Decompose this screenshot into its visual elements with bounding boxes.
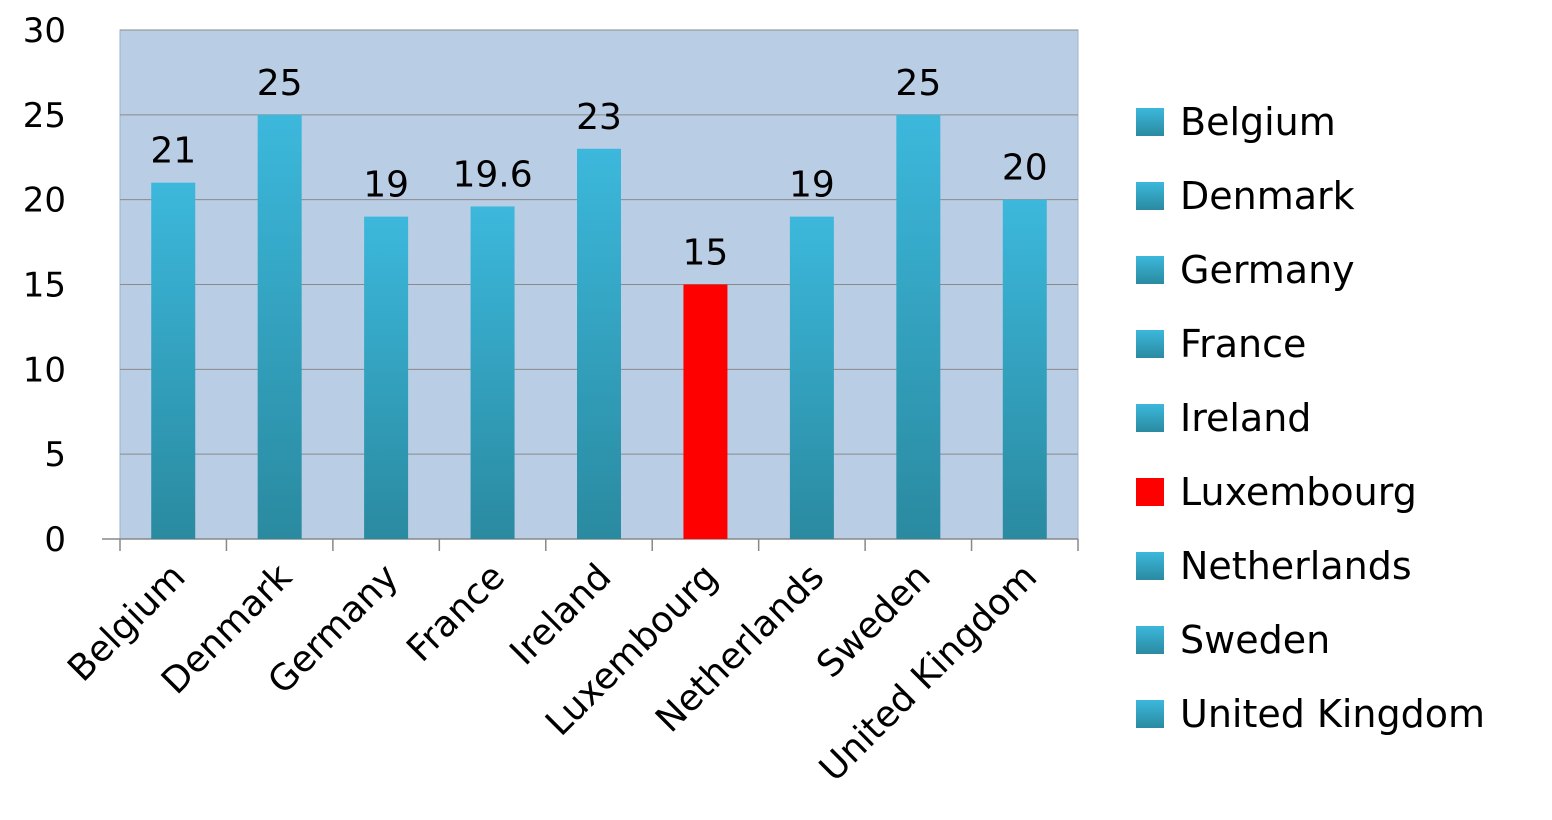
legend-swatch xyxy=(1136,552,1164,580)
y-axis-tick-labels: 0 5 10 15 20 25 30 xyxy=(23,11,66,560)
bar-france xyxy=(470,206,515,539)
bar-sweden xyxy=(896,114,941,539)
y-tick-label: 20 xyxy=(23,181,66,221)
legend-swatch xyxy=(1136,256,1164,284)
bar-luxembourg xyxy=(683,284,728,539)
bar-united-kingdom xyxy=(1002,199,1047,539)
data-label: 21 xyxy=(150,131,196,172)
data-label: 25 xyxy=(895,63,941,104)
legend-label: Ireland xyxy=(1180,396,1311,440)
legend-label: Denmark xyxy=(1180,174,1355,218)
legend-swatch xyxy=(1136,626,1164,654)
x-tick-label: France xyxy=(399,556,513,670)
bar-ireland xyxy=(577,148,621,539)
y-tick-label: 10 xyxy=(23,350,66,390)
legend-swatch xyxy=(1136,108,1164,136)
legend-swatch xyxy=(1136,700,1164,728)
bar-germany xyxy=(364,216,409,539)
y-tick-label: 25 xyxy=(23,96,66,136)
y-tick-label: 0 xyxy=(44,520,66,560)
legend-swatch xyxy=(1136,404,1164,432)
y-tick-label: 30 xyxy=(23,11,66,51)
legend-swatch xyxy=(1136,330,1164,358)
bar-belgium xyxy=(151,182,196,539)
legend: Belgium Denmark Germany France Ireland Luxemb… xyxy=(1136,100,1485,736)
legend-label: Luxembourg xyxy=(1180,470,1417,514)
legend-label: Belgium xyxy=(1180,100,1336,144)
legend-swatch xyxy=(1136,478,1164,506)
bars xyxy=(151,114,1047,539)
legend-label: France xyxy=(1180,322,1306,366)
legend-label: Netherlands xyxy=(1180,544,1412,588)
y-tick-label: 15 xyxy=(23,266,66,306)
x-axis-tick-labels: BelgiumDenmarkGermanyFranceIrelandLuxemb… xyxy=(60,556,1045,789)
bar-netherlands xyxy=(789,216,834,539)
axes xyxy=(102,538,1079,551)
legend-label: Germany xyxy=(1180,248,1355,292)
y-tick-label: 5 xyxy=(44,435,66,475)
data-label: 19 xyxy=(789,165,835,206)
data-label: 15 xyxy=(683,233,729,274)
data-labels: 21 25 19 19.6 23 15 19 25 20 xyxy=(150,63,1047,274)
data-label: 25 xyxy=(257,63,303,104)
data-label: 19.6 xyxy=(452,154,532,195)
data-label: 23 xyxy=(576,97,622,138)
bar-denmark xyxy=(257,114,302,539)
legend-label: Sweden xyxy=(1180,618,1330,662)
legend-label: United Kingdom xyxy=(1180,692,1485,736)
legend-swatch xyxy=(1136,182,1164,210)
data-label: 19 xyxy=(363,165,409,206)
data-label: 20 xyxy=(1002,148,1048,189)
